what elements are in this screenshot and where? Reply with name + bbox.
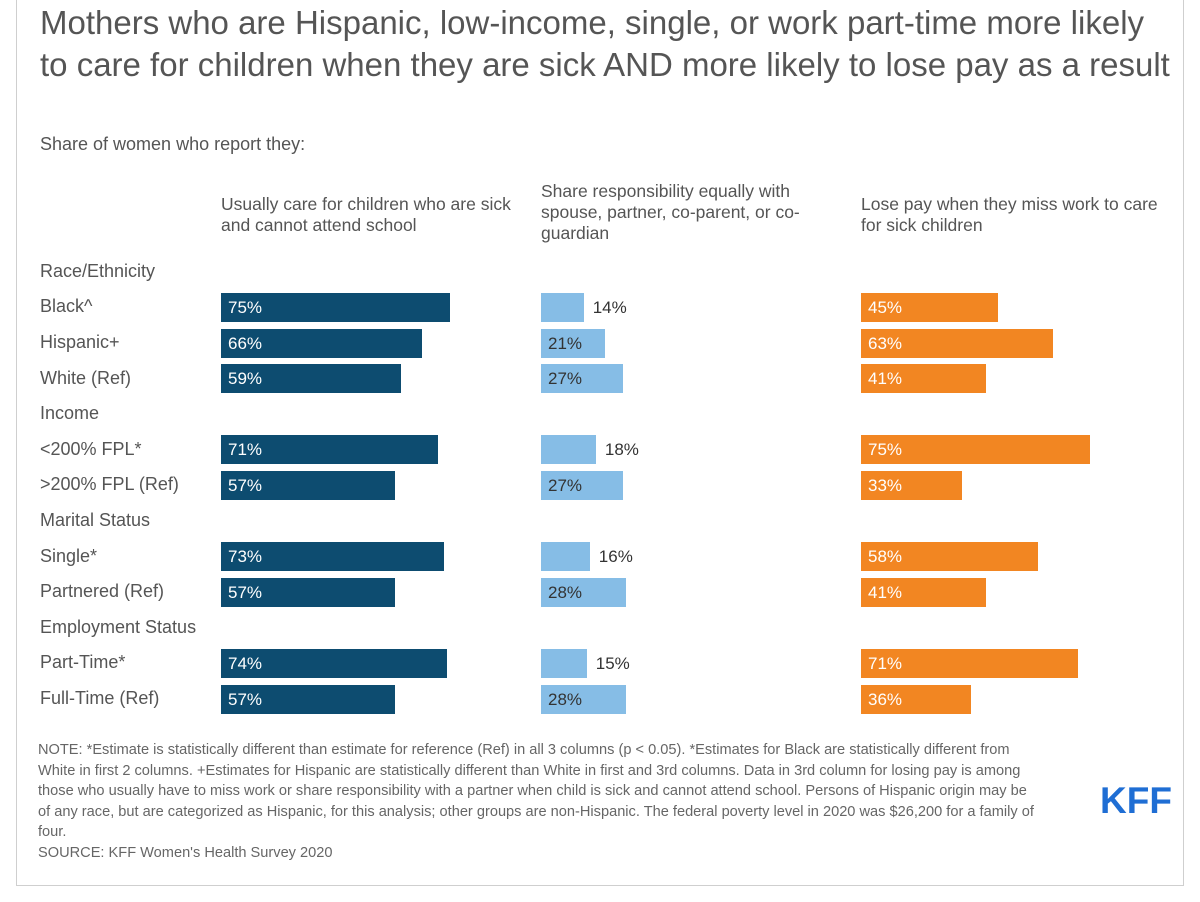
bar	[541, 648, 587, 678]
bar-value-label: 73%	[228, 547, 263, 567]
bar	[221, 542, 444, 572]
bar-value-label: 75%	[868, 440, 903, 460]
chart-title: Mothers who are Hispanic, low-income, si…	[40, 4, 1170, 83]
bar	[861, 364, 987, 394]
chart-subtitle: Share of women who report they:	[40, 134, 306, 154]
bar-value-label: 71%	[868, 653, 903, 673]
bar-value-label: 45%	[868, 297, 903, 317]
bar	[861, 470, 962, 500]
bar	[221, 648, 447, 678]
group-label: Income	[40, 403, 100, 424]
row-label: Part-Time*	[40, 652, 126, 673]
group-label: Marital Status	[40, 510, 151, 530]
bar-value-label: 57%	[228, 582, 263, 602]
bar-value-label: 14%	[592, 297, 627, 317]
bar-value-label: 21%	[548, 333, 583, 353]
bar	[861, 684, 971, 714]
bar	[221, 328, 423, 358]
row-label: >200% FPL (Ref)	[40, 474, 179, 495]
row-label: Full-Time (Ref)	[40, 688, 160, 708]
bar	[541, 577, 627, 607]
column-header-3: Lose pay when they miss work to care for…	[861, 194, 1158, 235]
row-label: <200% FPL*	[40, 438, 142, 459]
bar-value-label: 58%	[868, 547, 903, 567]
bar	[541, 292, 584, 322]
bar	[221, 577, 395, 607]
bar-value-label: 75%	[228, 297, 263, 317]
bar	[861, 648, 1078, 678]
bar-value-label: 36%	[868, 689, 903, 709]
bar	[221, 435, 438, 465]
group-label: Race/Ethnicity	[40, 260, 156, 281]
bar-value-label: 18%	[604, 440, 639, 460]
bar	[541, 435, 596, 465]
bar-value-label: 41%	[868, 582, 903, 602]
bar-value-label: 15%	[595, 653, 630, 673]
bar	[861, 435, 1090, 465]
bar-value-label: 28%	[548, 582, 583, 602]
row-label: Black^	[40, 296, 93, 317]
note-text: NOTE: *Estimate is statistically differe…	[38, 742, 1034, 840]
bar	[861, 292, 999, 322]
bar	[861, 328, 1054, 358]
row-label: Partnered (Ref)	[40, 581, 165, 602]
bar-value-label: 74%	[228, 653, 263, 673]
bar-value-label: 71%	[228, 440, 263, 460]
bar-value-label: 41%	[868, 369, 903, 389]
bar-value-label: 16%	[598, 547, 633, 567]
row-label: White (Ref)	[40, 367, 132, 388]
bar	[541, 542, 590, 572]
bar	[861, 577, 987, 607]
bar-value-label: 28%	[548, 689, 583, 709]
column-header-2: Share responsibility equally with spouse…	[541, 181, 800, 243]
bar	[541, 470, 624, 500]
bar	[541, 328, 606, 358]
bar-value-label: 66%	[228, 333, 263, 353]
bar-value-label: 63%	[868, 333, 903, 353]
bar	[541, 684, 627, 714]
bar	[861, 542, 1038, 572]
bar-value-label: 57%	[228, 475, 263, 495]
kff-logo: KFF	[1100, 780, 1172, 821]
column-header-1: Usually care for children who are sick a…	[221, 194, 511, 235]
bar	[221, 470, 395, 500]
chart-frame	[16, 0, 1184, 886]
bar	[541, 364, 624, 394]
bar	[221, 364, 401, 394]
bar-value-label: 33%	[868, 475, 903, 495]
row-label: Hispanic+	[40, 332, 120, 352]
bar-value-label: 27%	[548, 369, 583, 389]
chart-notes: NOTE: *Estimate is statistically differe…	[38, 740, 1038, 863]
bar-value-label: 27%	[548, 475, 583, 495]
group-label: Employment Status	[40, 616, 197, 637]
source-text: SOURCE: KFF Women's Health Survey 2020	[38, 844, 333, 861]
row-label: Single*	[40, 545, 98, 566]
bar	[221, 684, 395, 714]
bar-value-label: 59%	[228, 369, 263, 389]
bar	[221, 292, 450, 322]
bar-value-label: 57%	[228, 689, 263, 709]
